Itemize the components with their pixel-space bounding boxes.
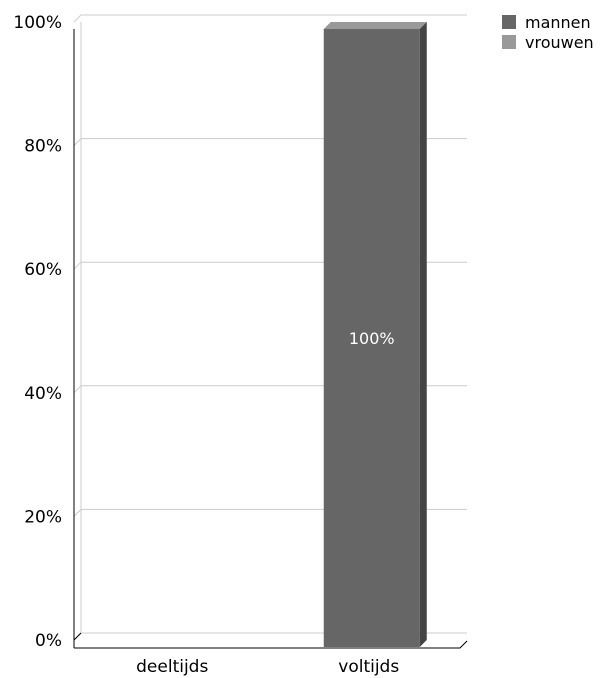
data-labels: 100% xyxy=(349,329,395,348)
legend: mannen vrouwen xyxy=(502,12,594,52)
bar-front xyxy=(323,29,420,647)
gridline-depth xyxy=(73,138,82,146)
bar-side xyxy=(419,22,427,647)
x-category-label: deeltijds xyxy=(136,657,208,677)
gridline-depth xyxy=(73,261,82,270)
bars xyxy=(323,22,427,647)
y-tick-label: 0% xyxy=(35,631,62,651)
data-label: 100% xyxy=(349,329,395,348)
legend-item-vrouwen: vrouwen xyxy=(502,32,594,52)
legend-label-vrouwen: vrouwen xyxy=(525,32,594,52)
gridline-depth xyxy=(73,14,82,23)
y-tick-label: 100% xyxy=(13,13,62,33)
axis-depth-line xyxy=(73,632,82,641)
x-axis-line xyxy=(74,640,468,649)
legend-swatch-mannen xyxy=(502,15,516,29)
y-tick-label: 80% xyxy=(24,137,62,157)
bar xyxy=(323,22,427,647)
gridline-depth xyxy=(73,385,82,394)
y-tick-label: 40% xyxy=(24,384,62,404)
axes xyxy=(73,22,468,649)
legend-swatch-vrouwen xyxy=(502,35,516,49)
bar-top xyxy=(323,22,427,29)
x-category-label: voltijds xyxy=(338,657,399,677)
y-axis-tick-labels: 0% 20% 40% 60% 80% 100% xyxy=(13,13,62,651)
gridline-depth xyxy=(73,509,82,517)
y-tick-label: 60% xyxy=(24,260,62,280)
y-tick-label: 20% xyxy=(24,507,62,527)
legend-item-mannen: mannen xyxy=(502,12,594,32)
legend-label-mannen: mannen xyxy=(525,12,591,32)
x-axis-category-labels: deeltijds voltijds xyxy=(136,657,399,677)
